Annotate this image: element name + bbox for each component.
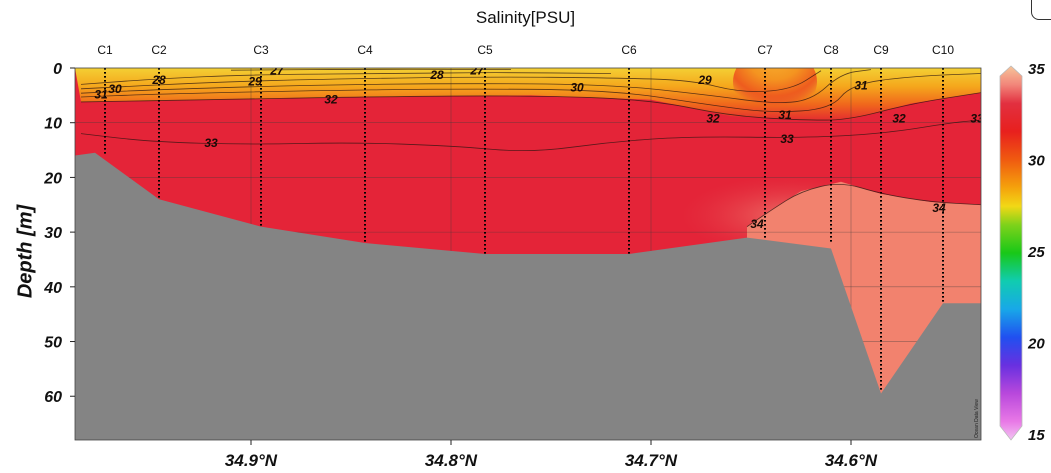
y-tick-label: 10 <box>44 116 62 133</box>
y-axis-ticks: 0 10 20 30 40 50 60 <box>43 61 75 406</box>
contour-label: 32 <box>892 111 906 125</box>
colorbar: 35 30 25 20 15 <box>999 61 1045 444</box>
contour-label: 31 <box>854 79 868 93</box>
plot-frame <box>74 67 982 441</box>
contour-31 <box>80 73 981 112</box>
contour-label: 33 <box>970 111 984 125</box>
colorbar-scale <box>999 65 1023 441</box>
station-label-c2: C2 <box>151 43 167 57</box>
y-tick-label: 0 <box>53 61 62 78</box>
station-label-c8: C8 <box>823 43 839 57</box>
station-label-c6: C6 <box>621 43 637 57</box>
y-tick-label: 40 <box>43 280 62 297</box>
x-tick-label: 34.9°N <box>225 451 278 470</box>
station-casts <box>104 68 944 391</box>
contour-27 <box>230 68 512 71</box>
contour-label: 30 <box>108 82 122 96</box>
colorbar-tick-label: 35 <box>1028 61 1045 78</box>
y-tick-label: 30 <box>44 225 62 242</box>
station-labels: C1 C2 C3 C4 C5 C6 C7 C8 C9 C10 <box>97 43 954 57</box>
contour-30 <box>80 69 872 103</box>
colorbar-tick-label: 15 <box>1028 427 1045 444</box>
contour-33 <box>80 119 981 152</box>
contour-28 <box>80 72 612 85</box>
contour-label: 32 <box>324 93 338 107</box>
station-label-c5: C5 <box>477 43 493 57</box>
contour-label: 31 <box>94 87 108 101</box>
contour-label: 28 <box>151 73 166 87</box>
station-label-c4: C4 <box>357 43 373 57</box>
x-tick-label: 34.8°N <box>425 451 478 470</box>
chart-title: Salinity[PSU] <box>475 8 576 27</box>
contour-label: 34 <box>750 217 764 231</box>
contour-29 <box>80 70 822 92</box>
contour-34 <box>746 184 981 227</box>
isohaline-contours <box>80 68 981 227</box>
watermark: Ocean Data View <box>974 399 980 438</box>
x-tick-label: 34.7°N <box>625 451 678 470</box>
contour-32 <box>80 92 981 121</box>
contour-label: 28 <box>429 68 444 82</box>
colorbar-tick-label: 20 <box>1027 336 1045 353</box>
station-label-c7: C7 <box>757 43 773 57</box>
seafloor <box>75 152 981 440</box>
station-label-c10: C10 <box>932 43 954 57</box>
contour-label: 34 <box>932 201 946 215</box>
station-label-c9: C9 <box>873 43 889 57</box>
contour-label: 29 <box>697 73 712 87</box>
station-label-c1: C1 <box>97 43 113 57</box>
contour-label: 29 <box>247 75 262 89</box>
contour-label: 32 <box>706 111 720 125</box>
contour-label: 33 <box>204 136 218 150</box>
y-tick-label: 20 <box>43 170 62 187</box>
low-salinity-plume <box>733 68 817 116</box>
x-axis-ticks: 34.9°N 34.8°N 34.7°N 34.6°N <box>225 440 878 470</box>
contour-label: 30 <box>570 81 584 95</box>
contour-label: 33 <box>780 132 794 146</box>
station-label-c3: C3 <box>253 43 269 57</box>
y-tick-label: 50 <box>44 335 62 352</box>
x-tick-label: 34.6°N <box>825 451 878 470</box>
colorbar-tick-label: 30 <box>1028 153 1045 170</box>
corner-frame <box>1031 0 1051 20</box>
contour-label: 27 <box>469 64 485 78</box>
contour-label: 27 <box>269 64 285 78</box>
y-tick-label: 60 <box>44 389 62 406</box>
colorbar-tick-label: 25 <box>1027 244 1045 261</box>
contour-label: 31 <box>778 108 792 122</box>
